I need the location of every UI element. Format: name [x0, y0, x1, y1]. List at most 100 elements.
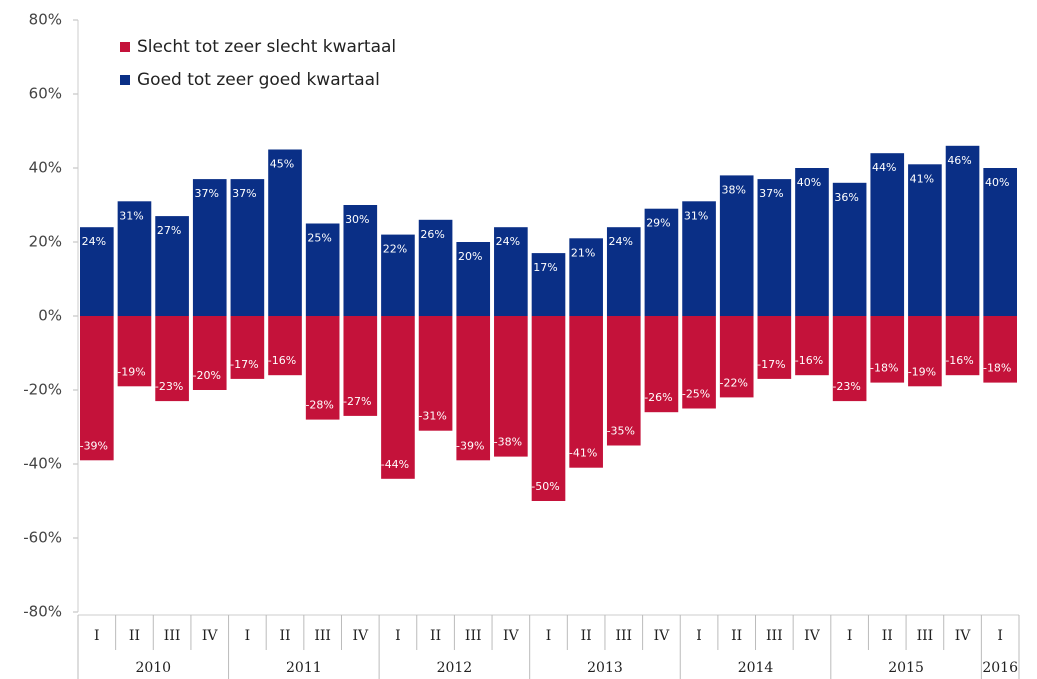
bar [305, 316, 340, 420]
legend-label: Slecht tot zeer slecht kwartaal [137, 37, 396, 57]
value-label: -31% [418, 410, 446, 423]
value-label: -27% [343, 395, 371, 408]
x-tick-label: IV [503, 628, 520, 644]
value-label: 24% [496, 235, 520, 248]
value-label: 26% [420, 228, 444, 241]
y-tick-label: 40% [29, 159, 62, 177]
x-group-label: 2016 [982, 660, 1018, 676]
y-tick-label: -40% [23, 455, 62, 473]
value-label: -35% [607, 425, 635, 438]
x-tick-label: III [615, 628, 632, 644]
value-label: -41% [569, 447, 597, 460]
value-label: 24% [609, 235, 633, 248]
bar [682, 201, 716, 316]
bar [230, 179, 265, 316]
bar [606, 316, 641, 446]
x-tick-label: I [94, 628, 100, 644]
legend-swatch [120, 42, 130, 52]
value-label: -16% [795, 354, 823, 367]
value-label: 37% [232, 187, 256, 200]
value-label: 22% [383, 243, 407, 256]
x-group-label: 2010 [135, 660, 171, 676]
bar [155, 216, 189, 316]
bar [381, 234, 415, 316]
legend-swatch [120, 75, 130, 85]
value-label: -50% [531, 480, 559, 493]
bar [343, 316, 378, 416]
bar [305, 223, 340, 316]
x-tick-label: IV [352, 628, 369, 644]
y-tick-label: -20% [23, 381, 62, 399]
value-label: 37% [759, 187, 783, 200]
x-tick-label: II [581, 628, 592, 644]
bar [117, 201, 152, 316]
value-label: 37% [195, 187, 219, 200]
y-tick-label: 0% [38, 307, 62, 325]
value-label: 44% [872, 161, 896, 174]
bar [569, 316, 603, 468]
value-label: -19% [117, 365, 145, 378]
value-label: 41% [910, 172, 934, 185]
value-label: 31% [684, 209, 708, 222]
bar [268, 316, 302, 376]
value-label: -16% [268, 354, 296, 367]
bar [832, 316, 867, 402]
x-group-label: 2014 [738, 660, 774, 676]
bar [870, 316, 905, 383]
bar [983, 316, 1017, 383]
bar [908, 316, 942, 387]
y-tick-label: 60% [29, 85, 62, 103]
x-tick-label: II [430, 628, 441, 644]
bar [80, 227, 114, 316]
x-group-label: 2015 [888, 660, 924, 676]
value-label: -38% [494, 436, 522, 449]
value-label: -16% [945, 354, 973, 367]
x-tick-label: III [917, 628, 934, 644]
x-group-label: 2012 [437, 660, 473, 676]
x-tick-label: II [279, 628, 290, 644]
value-label: -20% [193, 369, 221, 382]
bar [343, 205, 378, 316]
x-tick-label: II [731, 628, 742, 644]
value-label: 27% [157, 224, 181, 237]
value-label: 25% [307, 232, 331, 245]
value-label: 46% [947, 154, 971, 167]
value-label: -39% [80, 439, 108, 452]
value-label: 29% [646, 217, 670, 230]
x-tick-label: I [847, 628, 853, 644]
x-tick-label: I [696, 628, 702, 644]
bar [757, 316, 792, 379]
value-label: -39% [456, 439, 484, 452]
bar [870, 153, 905, 316]
x-tick-label: I [395, 628, 401, 644]
bar [80, 316, 114, 461]
bar [155, 316, 189, 402]
bar [494, 227, 528, 316]
value-label: 17% [533, 261, 557, 274]
value-label: 36% [834, 191, 858, 204]
x-tick-label: II [882, 628, 893, 644]
bar [569, 238, 603, 316]
x-tick-label: IV [654, 628, 671, 644]
bar [644, 208, 679, 316]
value-label: 31% [119, 209, 143, 222]
bar [192, 179, 227, 316]
x-group-label: 2013 [587, 660, 623, 676]
value-label: -18% [870, 362, 898, 375]
x-tick-label: I [546, 628, 552, 644]
bar [418, 219, 453, 316]
value-label: 30% [345, 213, 369, 226]
x-tick-label: IV [804, 628, 821, 644]
x-tick-label: II [129, 628, 140, 644]
x-group-label: 2011 [286, 660, 322, 676]
bar [757, 179, 792, 316]
bar [418, 316, 453, 431]
x-tick-label: IV [955, 628, 972, 644]
value-label: 24% [82, 235, 106, 248]
bar [832, 182, 867, 316]
bar [456, 316, 491, 461]
bar [268, 149, 302, 316]
y-tick-label: -80% [23, 603, 62, 621]
value-label: 38% [721, 183, 745, 196]
